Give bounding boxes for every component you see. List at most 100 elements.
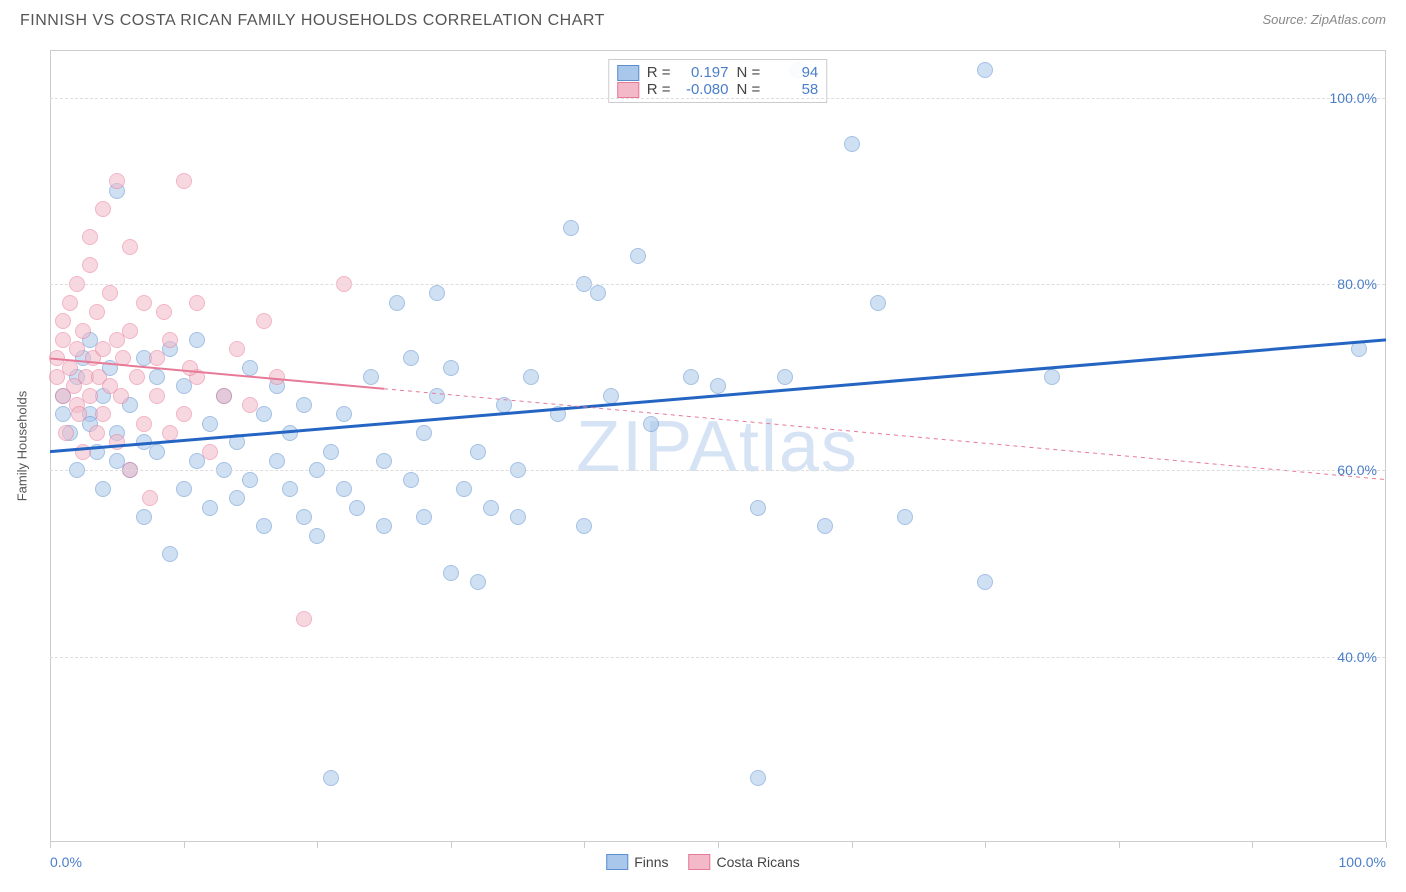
chart-plot-area: ZIPAtlas R =0.197N =94R =-0.080N =58 40.… <box>50 50 1386 842</box>
legend-swatch <box>688 854 710 870</box>
data-point <box>296 611 312 627</box>
x-axis-max-label: 100.0% <box>1339 854 1386 870</box>
data-point <box>403 350 419 366</box>
data-point <box>189 332 205 348</box>
data-point <box>58 425 74 441</box>
data-point <box>136 295 152 311</box>
data-point <box>71 406 87 422</box>
data-point <box>376 518 392 534</box>
data-point <box>142 490 158 506</box>
data-point <box>563 220 579 236</box>
x-tick <box>50 842 51 848</box>
stats-row: R = 0.197 N = 94 <box>617 64 819 81</box>
x-tick <box>584 842 585 848</box>
data-point <box>109 434 125 450</box>
data-point <box>443 565 459 581</box>
data-point <box>162 332 178 348</box>
data-point <box>69 341 85 357</box>
data-point <box>977 574 993 590</box>
data-point <box>576 518 592 534</box>
data-point <box>202 416 218 432</box>
data-point <box>870 295 886 311</box>
data-point <box>456 481 472 497</box>
stat-n-value: 94 <box>768 64 818 81</box>
data-point <box>683 369 699 385</box>
data-point <box>1351 341 1367 357</box>
data-point <box>483 500 499 516</box>
legend-label: Finns <box>634 854 668 870</box>
data-point <box>109 173 125 189</box>
data-point <box>603 388 619 404</box>
data-point <box>844 136 860 152</box>
data-point <box>62 295 78 311</box>
legend-swatch <box>617 82 639 98</box>
data-point <box>122 323 138 339</box>
data-point <box>416 425 432 441</box>
data-point <box>282 425 298 441</box>
gridline <box>50 284 1385 285</box>
data-point <box>470 574 486 590</box>
data-point <box>977 62 993 78</box>
stat-r-value: 0.197 <box>679 64 729 81</box>
y-tick-label: 100.0% <box>1330 90 1377 106</box>
data-point <box>82 257 98 273</box>
data-point <box>102 285 118 301</box>
data-point <box>336 481 352 497</box>
chart-title: FINNISH VS COSTA RICAN FAMILY HOUSEHOLDS… <box>20 12 605 30</box>
data-point <box>256 406 272 422</box>
data-point <box>282 481 298 497</box>
data-point <box>229 490 245 506</box>
legend-item: Costa Ricans <box>688 854 799 870</box>
data-point <box>630 248 646 264</box>
data-point <box>162 425 178 441</box>
data-point <box>376 453 392 469</box>
data-point <box>242 397 258 413</box>
legend-swatch <box>606 854 628 870</box>
data-point <box>229 434 245 450</box>
data-point <box>115 350 131 366</box>
data-point <box>336 406 352 422</box>
data-point <box>129 369 145 385</box>
x-tick <box>1252 842 1253 848</box>
x-tick <box>451 842 452 848</box>
x-tick <box>184 842 185 848</box>
data-point <box>242 360 258 376</box>
stats-legend: R =0.197N =94R =-0.080N =58 <box>608 59 828 103</box>
x-tick <box>985 842 986 848</box>
data-point <box>590 285 606 301</box>
data-point <box>176 406 192 422</box>
data-point <box>216 388 232 404</box>
data-point <box>136 434 152 450</box>
x-tick <box>1119 842 1120 848</box>
gridline <box>50 470 1385 471</box>
stat-r-label: R = <box>647 64 671 81</box>
x-tick <box>718 842 719 848</box>
data-point <box>202 500 218 516</box>
data-point <box>82 229 98 245</box>
data-point <box>89 425 105 441</box>
data-point <box>443 360 459 376</box>
y-tick-label: 60.0% <box>1337 462 1377 478</box>
data-point <box>162 546 178 562</box>
data-point <box>389 295 405 311</box>
data-point <box>149 369 165 385</box>
data-point <box>897 509 913 525</box>
data-point <box>62 360 78 376</box>
data-point <box>750 500 766 516</box>
y-tick-label: 80.0% <box>1337 276 1377 292</box>
data-point <box>496 397 512 413</box>
data-point <box>256 313 272 329</box>
data-point <box>95 201 111 217</box>
data-point <box>176 481 192 497</box>
data-point <box>149 388 165 404</box>
data-point <box>189 295 205 311</box>
source-label: Source: ZipAtlas.com <box>1262 12 1386 27</box>
data-point <box>113 388 129 404</box>
data-point <box>429 285 445 301</box>
stat-n-label: N = <box>737 64 761 81</box>
data-point <box>296 509 312 525</box>
data-point <box>550 406 566 422</box>
data-point <box>75 444 91 460</box>
data-point <box>1044 369 1060 385</box>
x-tick <box>852 842 853 848</box>
